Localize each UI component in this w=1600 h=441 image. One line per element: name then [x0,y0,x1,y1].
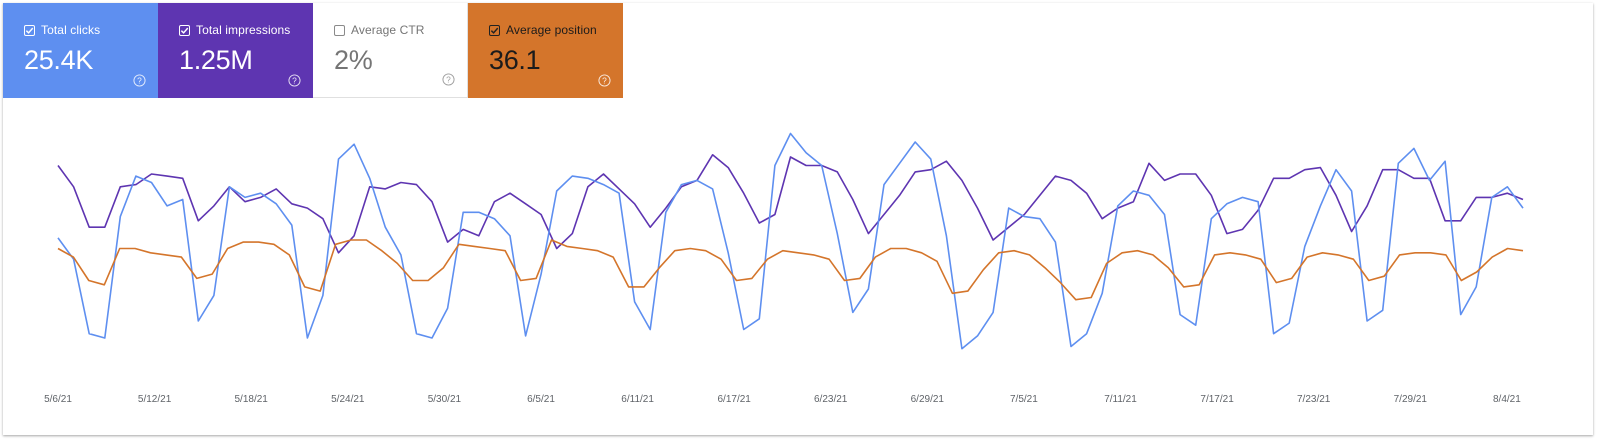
x-tick-label: 8/4/21 [1493,394,1521,405]
metric-cards: Total clicks 25.4K ? Total impressions 1… [3,3,623,98]
series-line-0 [57,153,1524,254]
help-icon[interactable]: ? [288,74,301,87]
metric-label: Average CTR [351,23,425,37]
x-tick-label: 6/17/21 [718,394,752,405]
x-tick-label: 6/5/21 [527,394,555,405]
checkbox-unchecked-icon[interactable] [334,24,345,36]
help-icon[interactable]: ? [133,74,146,87]
metric-card-total-impressions[interactable]: Total impressions 1.25M ? [158,3,313,98]
x-tick-label: 7/29/21 [1394,394,1428,405]
x-tick-label: 7/17/21 [1200,394,1234,405]
x-tick-label: 5/30/21 [428,394,462,405]
series-layer [57,132,1524,350]
help-icon[interactable]: ? [442,73,455,86]
x-tick-label: 6/23/21 [814,394,848,405]
x-tick-label: 7/11/21 [1104,394,1137,405]
metric-label: Total impressions [196,23,291,37]
metric-label: Average position [506,23,597,37]
series-line-2 [57,239,1524,301]
metric-value: 1.25M [179,45,253,75]
help-icon[interactable]: ? [598,74,611,87]
x-tick-label: 6/29/21 [911,394,945,405]
metric-value: 2% [334,45,373,75]
x-tick-label: 7/5/21 [1010,394,1038,405]
metric-value: 25.4K [24,45,94,75]
metric-card-total-clicks[interactable]: Total clicks 25.4K ? [3,3,158,98]
line-chart: 5/6/21 5/12/21 5/18/21 5/24/21 5/30/21 6/5/21… [44,132,1524,405]
performance-panel: Total clicks 25.4K ? Total impressions 1… [3,3,1593,435]
svg-text:?: ? [602,75,607,85]
x-tick-label: 5/24/21 [331,394,365,405]
svg-text:?: ? [446,74,451,84]
metric-card-average-position[interactable]: Average position 36.1 ? [468,3,623,98]
checkbox-checked-icon[interactable] [24,24,35,36]
x-tick-label: 5/12/21 [138,394,172,405]
x-tick-label: 5/6/21 [44,394,72,405]
checkbox-checked-icon[interactable] [489,24,500,36]
x-tick-label: 5/18/21 [235,394,269,405]
metric-card-average-ctr[interactable]: Average CTR 2% ? [313,3,468,98]
metric-label: Total clicks [41,23,101,37]
series-line-1 [57,132,1524,350]
svg-text:?: ? [137,75,142,85]
checkbox-checked-icon[interactable] [179,24,190,36]
x-tick-label: 6/11/21 [621,394,654,405]
metric-value: 36.1 [489,45,541,75]
x-axis-ticks: 5/6/21 5/12/21 5/18/21 5/24/21 5/30/21 6/5/21… [44,394,1521,405]
svg-text:?: ? [292,75,297,85]
x-tick-label: 7/23/21 [1297,394,1331,405]
